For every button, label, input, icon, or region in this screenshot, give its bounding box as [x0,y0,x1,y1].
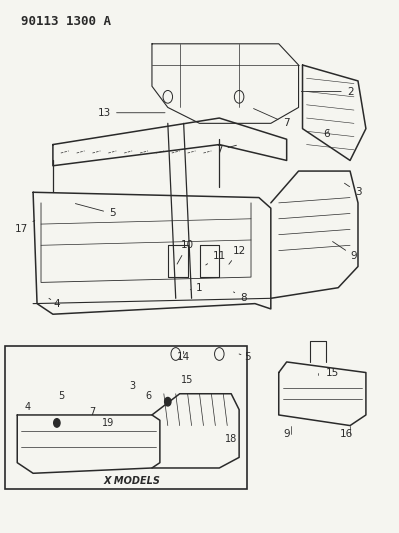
Text: 15: 15 [182,375,194,385]
Text: 15: 15 [326,368,340,377]
Bar [5,346,247,489]
Text: 90113 1300 A: 90113 1300 A [21,14,111,28]
Text: 5: 5 [75,204,116,219]
Text: 11: 11 [206,251,226,265]
Text: 16: 16 [340,429,353,439]
Text: 5: 5 [58,391,64,401]
Circle shape [54,419,60,427]
Text: 4: 4 [24,402,30,412]
Text: 6: 6 [145,391,151,401]
Text: 6: 6 [323,129,330,139]
Text: X MODELS: X MODELS [104,477,160,486]
Text: 18: 18 [225,434,237,444]
Text: 5: 5 [239,352,250,361]
Text: 7: 7 [89,407,96,417]
Text: 17: 17 [15,220,35,235]
Text: 9: 9 [283,429,290,439]
Text: 7: 7 [253,109,290,128]
Circle shape [165,398,171,406]
Text: 2: 2 [301,86,354,96]
Text: 3: 3 [129,381,135,391]
Text: 9: 9 [332,241,358,261]
Text: 7: 7 [216,145,237,155]
Text: 19: 19 [102,418,115,428]
Text: 4: 4 [49,298,60,309]
Text: 12: 12 [229,246,246,264]
Text: 8: 8 [233,292,247,303]
Text: 10: 10 [177,240,194,264]
Text: 14: 14 [177,351,190,361]
Text: 13: 13 [98,108,165,118]
Text: 3: 3 [344,183,361,197]
Text: 1: 1 [190,282,203,293]
